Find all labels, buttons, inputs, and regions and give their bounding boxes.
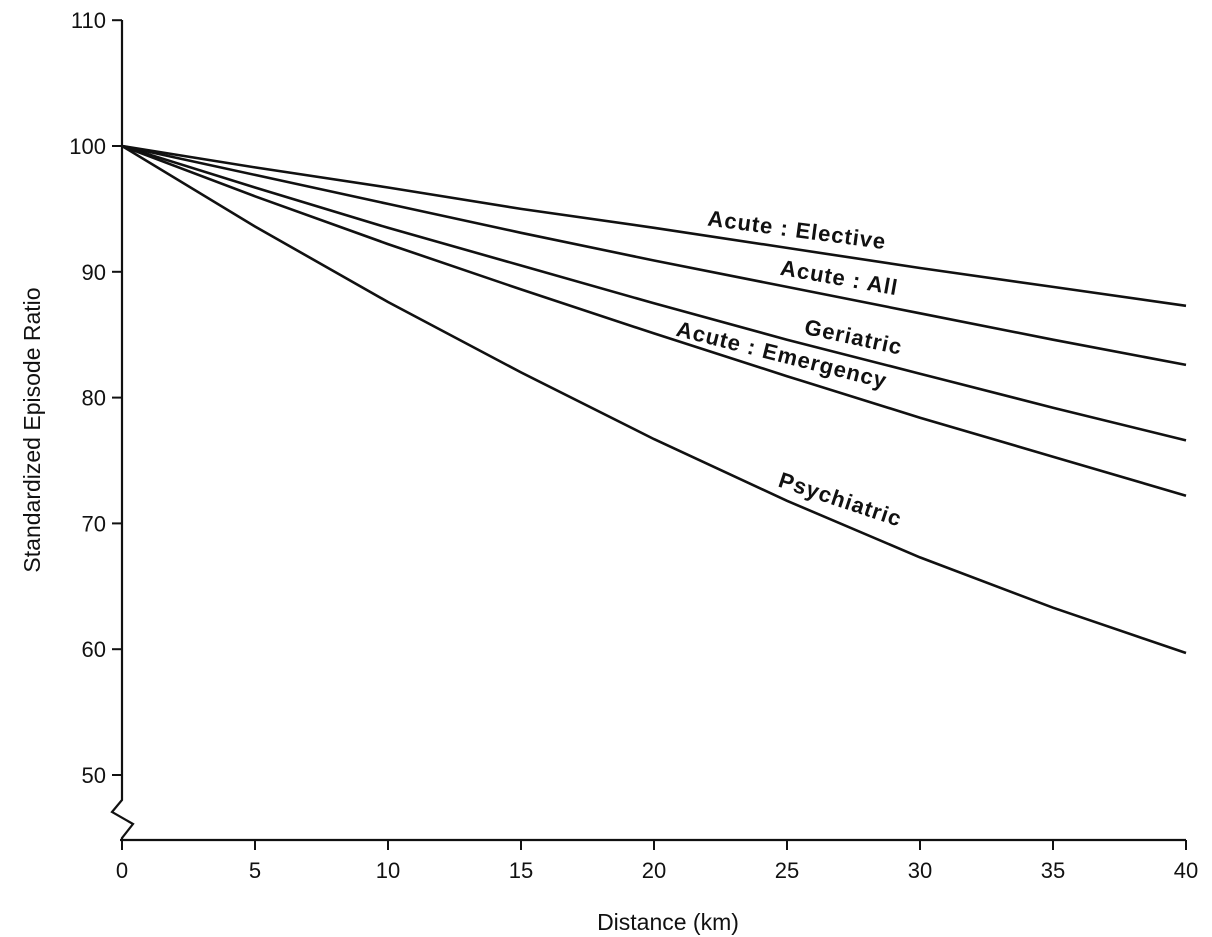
series-line-acute-emergency <box>121 144 1187 497</box>
series-line-geriatric <box>121 144 1187 442</box>
x-tick-label: 10 <box>376 858 400 883</box>
x-tick-label: 40 <box>1174 858 1198 883</box>
x-tick-label: 15 <box>509 858 533 883</box>
y-tick-label: 90 <box>82 260 106 285</box>
series-line-acute-all <box>121 144 1187 367</box>
x-tick-label: 20 <box>642 858 666 883</box>
y-tick-label: 70 <box>82 511 106 536</box>
x-tick-label: 30 <box>908 858 932 883</box>
x-axis-title: Distance (km) <box>597 909 739 935</box>
series-label-psychiatric: Psychiatric <box>776 467 906 531</box>
y-axis-title: Standardized Episode Ratio <box>19 287 45 572</box>
y-tick-label: 50 <box>82 763 106 788</box>
y-ticks: 50 60 70 80 90 100 110 <box>69 8 122 788</box>
series-lines <box>121 144 1187 655</box>
y-tick-label: 110 <box>71 8 106 33</box>
x-tick-label: 5 <box>249 858 261 883</box>
x-tick-label: 0 <box>116 858 128 883</box>
y-tick-label: 60 <box>82 637 106 662</box>
x-tick-label: 25 <box>775 858 799 883</box>
x-tick-label: 35 <box>1041 858 1065 883</box>
y-tick-label: 100 <box>69 134 106 159</box>
y-tick-label: 80 <box>82 386 106 411</box>
y-axis-line <box>110 20 135 840</box>
series-label-acute-elective: Acute : Elective <box>706 206 888 255</box>
series-line-acute-elective <box>121 144 1187 308</box>
series-line-psychiatric <box>121 144 1187 655</box>
x-ticks: 0 5 10 15 20 25 30 35 40 <box>116 840 1198 883</box>
axes <box>110 20 1186 842</box>
